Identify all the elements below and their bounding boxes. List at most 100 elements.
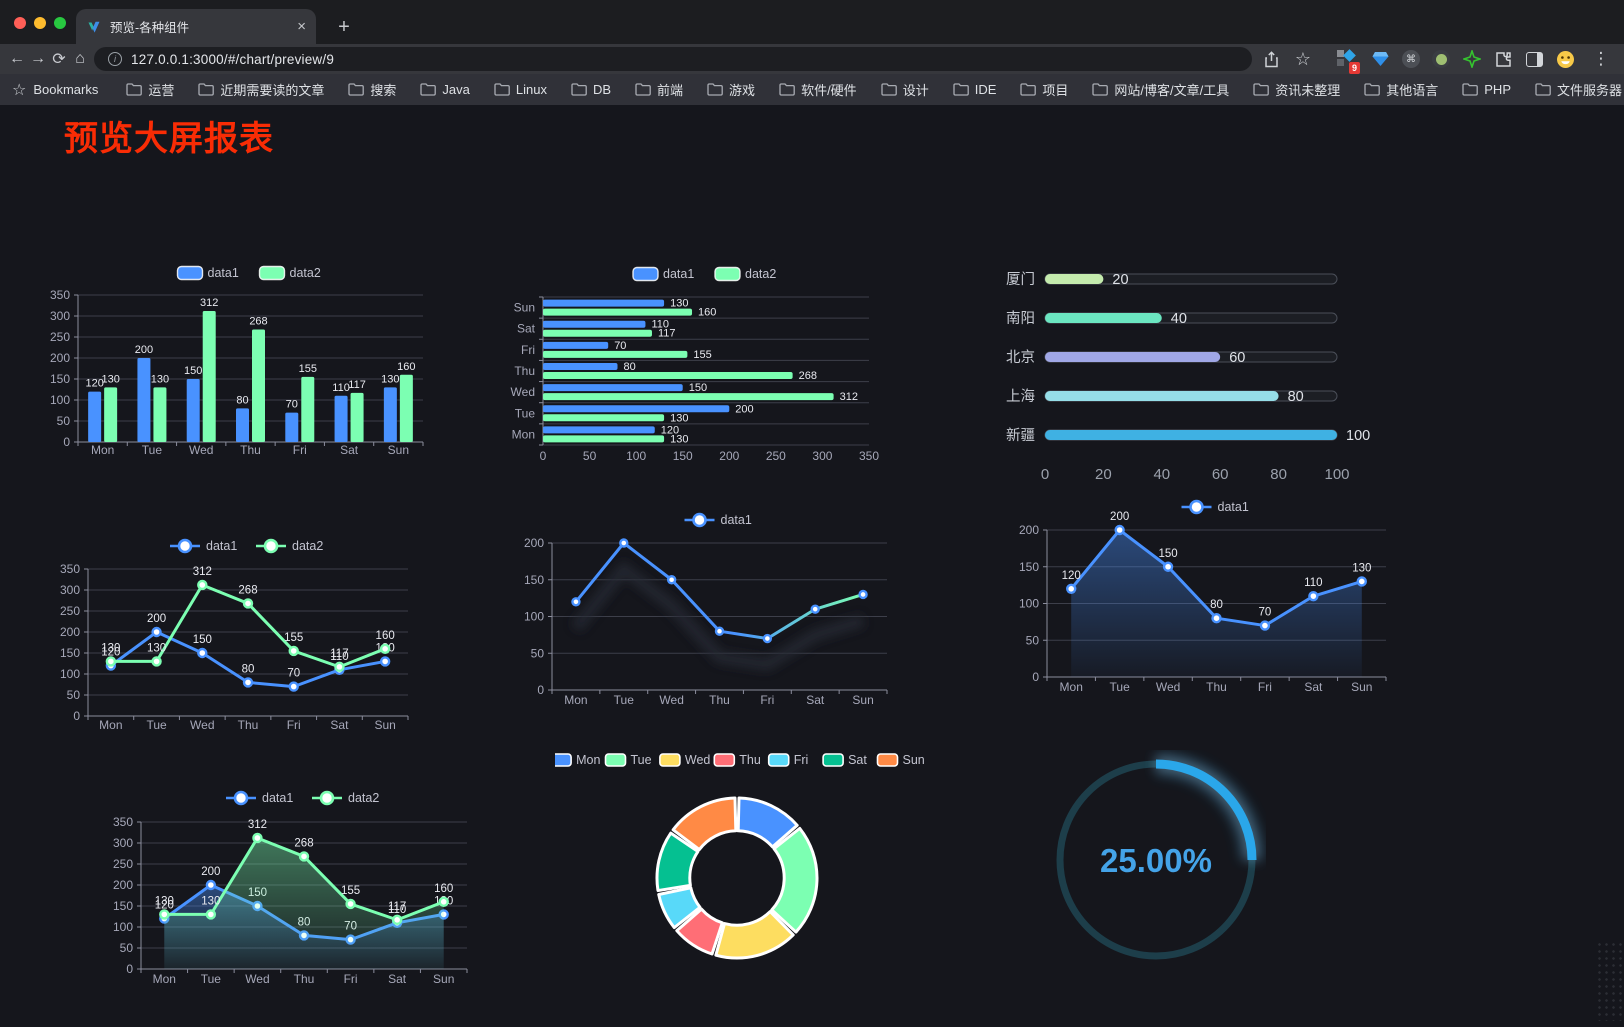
extension-circle-green-icon[interactable] [1429,47,1453,71]
svg-text:110: 110 [330,651,348,663]
close-tab-icon[interactable]: × [297,18,306,35]
url-text: 127.0.0.1:3000/#/chart/preview/9 [131,51,335,67]
folder-icon [494,83,510,96]
svg-text:Thu: Thu [739,753,761,767]
svg-text:Wed: Wed [659,693,683,707]
svg-text:312: 312 [840,391,858,403]
line-chart-two-series[interactable]: data1 data2 0 50 100 150 200 250 300 350 Mon Tue Wed… [40,525,470,745]
area-line-chart[interactable]: data1 0 50 100 150 200 Mon Tue Wed Thu Fri Sat Sun 12… [975,490,1395,709]
svg-text:312: 312 [248,819,267,831]
chart-canvas[interactable]: 25.00% [1046,750,1266,970]
bookmark-folder-item[interactable]: 运营 [126,80,174,99]
svg-text:北京: 北京 [1006,349,1035,366]
grouped-bar-chart[interactable]: data1 data2 0 50 100 150 200 250 300 350 Mon Tue Wed… [40,253,455,470]
svg-text:250: 250 [50,330,70,344]
folder-icon [1253,83,1270,96]
svg-text:Sun: Sun [374,718,395,732]
reload-button[interactable]: ⟳ [52,51,66,68]
share-icon[interactable] [1258,46,1284,72]
site-info-icon[interactable]: i [108,52,122,66]
bookmark-folder-item[interactable]: 项目 [1020,80,1068,99]
svg-text:Thu: Thu [514,364,535,378]
close-window-button[interactable] [14,17,26,29]
svg-text:160: 160 [397,361,415,373]
svg-text:130: 130 [381,373,399,385]
extensions-puzzle-icon[interactable] [1491,47,1515,71]
donut-chart[interactable]: Mon Tue Wed Thu Fri Sat Sun [550,738,925,983]
svg-text:150: 150 [689,382,707,394]
svg-text:70: 70 [287,668,300,680]
horizontal-bar-chart[interactable]: data1 data2 0 50 100 150 200 250 300 350 Sun 130 160… [505,253,905,473]
svg-text:上海: 上海 [1006,388,1035,405]
svg-text:20: 20 [1112,272,1128,288]
chart-canvas[interactable]: data1 data2 0 50 100 150 200 250 300 350 Mon Tue Wed… [40,253,455,465]
bookmark-folder-item[interactable]: Java [420,82,470,97]
bookmark-folder-item[interactable]: Linux [494,82,547,97]
minimize-window-button[interactable] [34,17,46,29]
svg-text:117: 117 [330,648,348,660]
bookmark-folder-item[interactable]: IDE [953,82,996,97]
bookmarks-label[interactable]: Bookmarks [33,82,99,97]
svg-text:0: 0 [540,449,547,463]
bookmark-folder-item[interactable]: 软件/硬件 [779,80,857,99]
bookmark-folder-item[interactable]: 搜索 [348,80,396,99]
svg-text:80: 80 [624,361,636,373]
home-button[interactable]: ⌂ [75,50,85,67]
kebab-menu-icon[interactable]: ⋮ [1592,49,1610,68]
bookmark-folder-item[interactable]: 文件服务器 [1535,80,1622,99]
bookmark-folder-item[interactable]: 近期需要读的文章 [198,80,324,99]
svg-text:200: 200 [719,449,739,463]
svg-text:100: 100 [524,610,544,624]
bookmark-folder-item[interactable]: DB [571,82,611,97]
bookmark-folder-item[interactable]: PHP [1462,82,1511,97]
extension-star-green-icon[interactable] [1460,47,1484,71]
extension-gem-icon[interactable] [1368,47,1392,71]
extension-grid-icon[interactable]: 9 [1334,47,1361,74]
svg-text:100: 100 [1346,428,1370,444]
bookmarks-star-icon[interactable]: ☆ [12,81,27,99]
chart-canvas[interactable]: Mon Tue Wed Thu Fri Sat Sun [550,738,925,978]
new-tab-button[interactable]: + [338,15,350,38]
gradient-line-chart[interactable]: data1 0 50 100 150 200 Mon Tue Wed Thu Fri Sat Sun [490,500,902,719]
bookmark-folder-item[interactable]: 网站/博客/文章/工具 [1092,80,1229,99]
address-bar[interactable]: i 127.0.0.1:3000/#/chart/preview/9 [94,47,1252,71]
dashboard-page: 预览大屏报表 data1 data2 0 50 100 150 200 250 300 350 Mo… [0,105,1624,1027]
svg-text:100: 100 [113,920,133,934]
gauge-chart[interactable]: 25.00% [1046,750,1266,975]
svg-text:0: 0 [537,683,544,697]
chart-canvas[interactable]: data1 0 50 100 150 200 Mon Tue Wed Thu Fri Sat Sun [490,500,902,714]
svg-text:Mon: Mon [99,718,122,732]
chart-canvas[interactable]: data1 data2 0 50 100 150 200 250 300 350 Sun 130 160… [505,253,905,468]
maximize-window-button[interactable] [54,17,66,29]
svg-text:50: 50 [67,688,81,702]
svg-text:Tue: Tue [631,753,652,767]
browser-tab[interactable]: 预览-各种组件 × [76,9,316,44]
bookmark-folder-item[interactable]: 游戏 [707,80,755,99]
bookmark-folder-item[interactable]: 其他语言 [1364,80,1438,99]
svg-text:70: 70 [1259,607,1272,619]
emoji-extension-icon[interactable] [1553,47,1577,71]
svg-text:300: 300 [113,836,133,850]
chart-canvas[interactable]: data1 0 50 100 150 200 Mon Tue Wed Thu Fri Sat Sun 12… [975,490,1395,704]
side-panel-icon[interactable] [1522,47,1546,71]
chart-canvas[interactable]: data1 data2 0 50 100 150 200 250 300 350 Mon Tue Wed… [100,775,507,994]
svg-text:150: 150 [1019,560,1039,574]
two-series-area-chart[interactable]: data1 data2 0 50 100 150 200 250 300 350 Mon Tue Wed… [100,775,507,999]
svg-text:200: 200 [147,613,166,625]
svg-text:350: 350 [50,288,70,302]
svg-text:150: 150 [673,449,693,463]
progress-bar-chart[interactable]: 厦门 20 南阳 40 北京 60 上海 80 新疆 100 0 20 40 60 80 100 [975,253,1400,493]
svg-text:117: 117 [348,379,366,391]
chart-canvas[interactable]: 厦门 20 南阳 40 北京 60 上海 80 新疆 100 0 20 40 60 80 100 [975,253,1400,488]
extension-circle-dark-icon[interactable]: ⌘ [1399,47,1423,71]
bookmark-star-icon[interactable]: ☆ [1294,48,1312,69]
svg-text:Fri: Fri [794,753,809,767]
back-button[interactable]: ← [9,50,25,67]
svg-text:350: 350 [60,562,80,576]
bookmark-folder-item[interactable]: 资讯未整理 [1253,80,1340,99]
chart-canvas[interactable]: data1 data2 0 50 100 150 200 250 300 350 Mon Tue Wed… [40,525,470,740]
bookmark-folder-item[interactable]: 前端 [635,80,683,99]
forward-button[interactable]: → [30,50,46,67]
bookmark-folder-item[interactable]: 设计 [881,80,929,99]
svg-text:Thu: Thu [1206,680,1227,694]
